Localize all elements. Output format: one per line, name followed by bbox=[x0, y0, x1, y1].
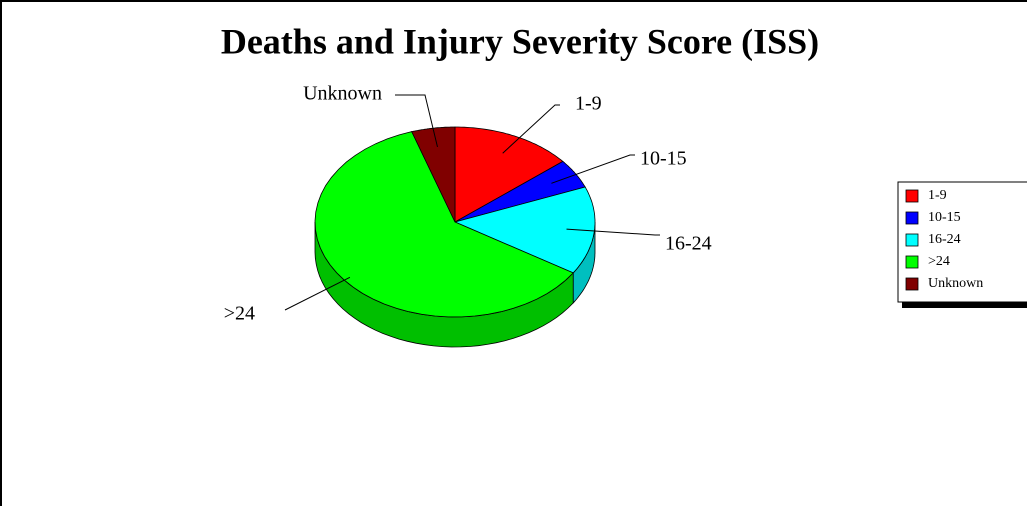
legend-swatch bbox=[905, 233, 919, 247]
slice-label: 16-24 bbox=[665, 233, 712, 255]
slice-label: >24 bbox=[224, 303, 255, 325]
slice-label: 10-15 bbox=[640, 148, 687, 170]
legend-label: 16-24 bbox=[928, 232, 961, 247]
leader-line bbox=[502, 104, 560, 154]
leader-line bbox=[284, 276, 351, 311]
leader-line bbox=[395, 94, 438, 148]
legend-swatch bbox=[905, 211, 919, 225]
legend-swatch bbox=[905, 277, 919, 291]
slice-label: Unknown bbox=[303, 83, 382, 105]
chart-title: Deaths and Injury Severity Score (ISS) bbox=[221, 21, 819, 61]
legend-swatch bbox=[905, 255, 919, 269]
leader-line bbox=[551, 154, 635, 184]
legend-label: >24 bbox=[928, 254, 950, 269]
slice bbox=[454, 160, 586, 223]
legend: 1-9 10-15 16-24 >24 Unknown bbox=[897, 181, 1027, 308]
legend-label: 1-9 bbox=[928, 188, 947, 203]
slice-label: 1-9 bbox=[575, 93, 602, 115]
legend-swatch bbox=[905, 189, 919, 203]
leader-line bbox=[566, 228, 660, 236]
slice bbox=[454, 126, 564, 223]
slice-labels: 1-9 10-15 16-24 >24 Unknown bbox=[224, 83, 712, 325]
legend-box bbox=[897, 181, 1027, 303]
pie bbox=[314, 126, 596, 348]
legend-label: Unknown bbox=[928, 276, 983, 291]
legend-label: 10-15 bbox=[928, 210, 961, 225]
